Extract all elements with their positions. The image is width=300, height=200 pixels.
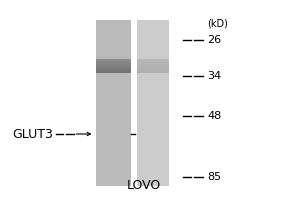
- Text: LOVO: LOVO: [127, 179, 161, 192]
- Text: 26: 26: [207, 35, 221, 45]
- Text: 48: 48: [207, 111, 221, 121]
- Text: 85: 85: [207, 172, 221, 182]
- Text: 34: 34: [207, 71, 221, 81]
- Text: GLUT3: GLUT3: [12, 128, 53, 140]
- Text: (kD): (kD): [207, 18, 228, 28]
